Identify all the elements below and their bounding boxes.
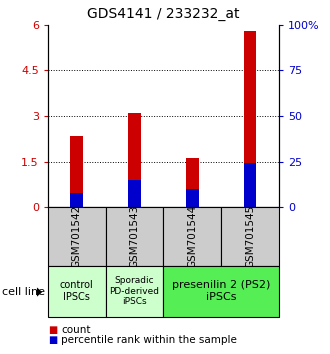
Bar (163, 266, 279, 317)
Title: GDS4141 / 233232_at: GDS4141 / 233232_at (87, 7, 240, 21)
Bar (128, 180, 141, 207)
Text: ■: ■ (48, 325, 57, 335)
Bar (48, 266, 106, 317)
Text: percentile rank within the sample: percentile rank within the sample (61, 335, 237, 345)
Text: count: count (61, 325, 90, 335)
Text: ■: ■ (48, 335, 57, 345)
Bar (244, 31, 256, 207)
Bar (186, 159, 199, 207)
Bar (48, 207, 106, 266)
Text: Sporadic
PD-derived
iPSCs: Sporadic PD-derived iPSCs (110, 276, 159, 306)
Bar (70, 136, 83, 207)
Text: GSM701542: GSM701542 (72, 205, 82, 268)
Text: GSM701545: GSM701545 (245, 205, 255, 268)
Text: GSM701543: GSM701543 (129, 205, 140, 268)
Bar (186, 189, 199, 207)
Bar (106, 266, 163, 317)
Text: control
IPSCs: control IPSCs (60, 280, 94, 302)
Bar (221, 207, 279, 266)
Bar (70, 193, 83, 207)
Bar (244, 163, 256, 207)
Text: GSM701544: GSM701544 (187, 205, 197, 268)
Bar (106, 207, 163, 266)
Bar (128, 113, 141, 207)
Polygon shape (37, 287, 42, 297)
Text: cell line: cell line (2, 287, 45, 297)
Bar (163, 207, 221, 266)
Text: presenilin 2 (PS2)
iPSCs: presenilin 2 (PS2) iPSCs (172, 280, 270, 302)
